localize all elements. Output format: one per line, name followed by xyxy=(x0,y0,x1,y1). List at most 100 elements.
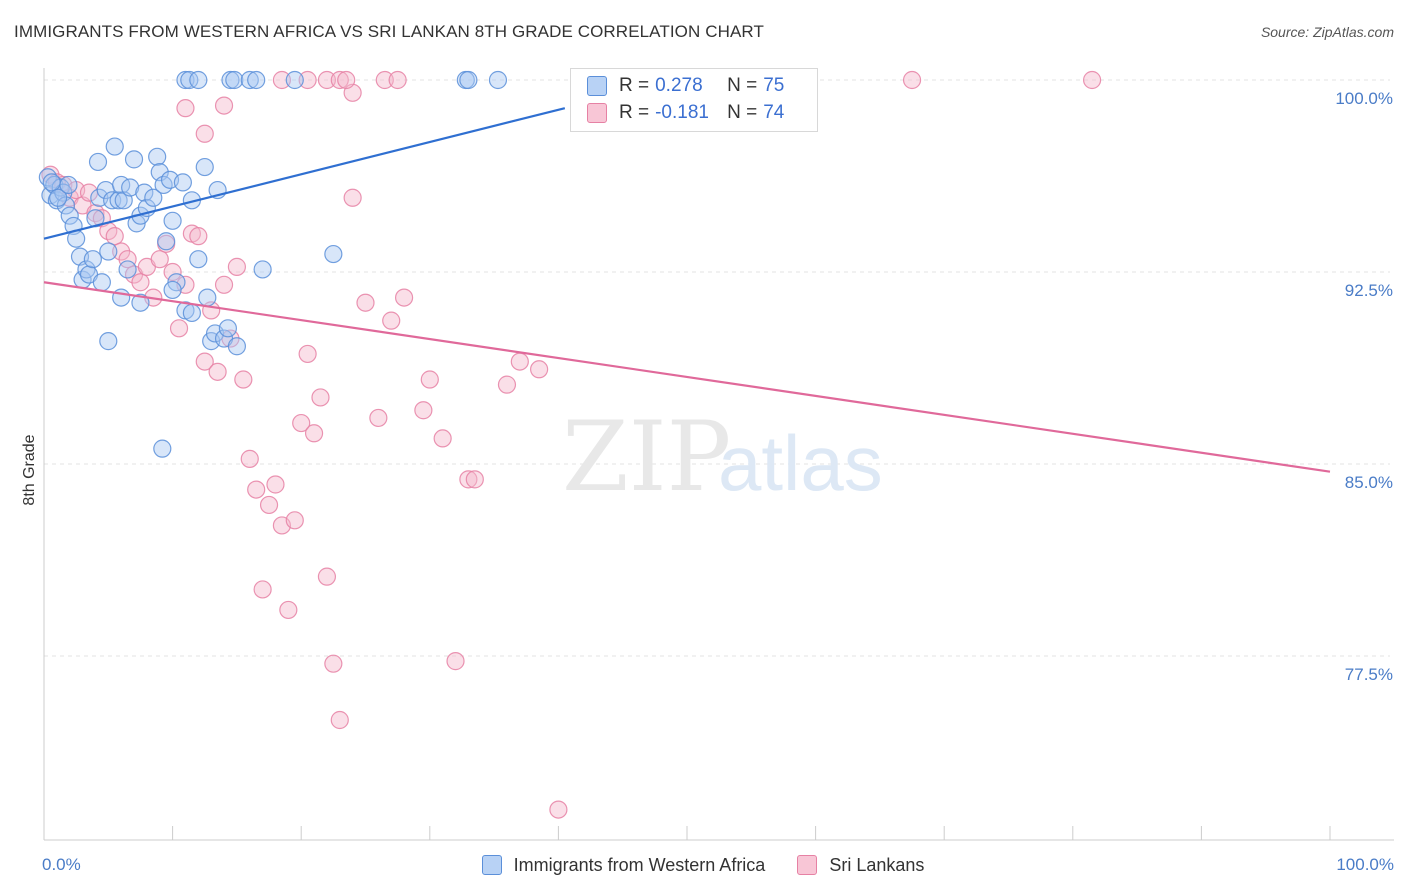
trend-line-pink xyxy=(43,281,1331,473)
scatter-point-pink xyxy=(356,293,375,312)
scatter-point-blue xyxy=(144,188,163,207)
legend-n-label: N = xyxy=(727,75,758,96)
scatter-point-pink xyxy=(330,70,349,90)
scatter-point-blue xyxy=(195,157,214,177)
y-axis-label: 8th Grade xyxy=(21,434,38,505)
scatter-point-blue xyxy=(121,178,140,197)
scatter-point-pink xyxy=(317,567,337,586)
scatter-point-pink xyxy=(150,250,169,269)
legend-n-value: 75 xyxy=(763,75,785,96)
scatter-point-blue xyxy=(99,332,118,351)
scatter-point-blue xyxy=(247,70,266,90)
scatter-point-blue xyxy=(83,250,102,269)
scatter-point-pink xyxy=(343,188,362,207)
scatter-point-pink xyxy=(131,273,150,292)
legend-n-label: N = xyxy=(727,102,758,123)
scatter-point-pink xyxy=(163,262,182,282)
scatter-point-pink xyxy=(510,352,529,371)
scatter-point-blue xyxy=(324,244,343,264)
watermark-atlas: atlas xyxy=(718,419,883,507)
legend-label: Immigrants from Western Africa xyxy=(513,854,766,875)
legend-swatch-blue xyxy=(481,855,502,875)
scatter-point-blue xyxy=(189,70,208,90)
gridlines xyxy=(44,79,1390,657)
scatter-point-blue xyxy=(163,211,182,230)
scatter-point-pink xyxy=(214,275,234,294)
scatter-point-blue xyxy=(99,242,118,261)
scatter-point-pink xyxy=(375,70,394,90)
scatter-point-blue xyxy=(88,152,108,172)
scatter-point-blue xyxy=(59,175,78,195)
watermark-zip: ZIP xyxy=(562,401,731,513)
scatter-point-pink xyxy=(369,408,388,428)
scatter-point-blue xyxy=(198,288,217,307)
x-tick-labels: 0.0% 100.0% xyxy=(42,855,1394,874)
y-tick-label: 100.0% xyxy=(1335,89,1393,108)
scatter-point-blue xyxy=(109,191,128,210)
scatter-point-pink xyxy=(253,580,272,599)
scatter-point-pink xyxy=(227,257,246,276)
trend-lines xyxy=(43,107,1331,473)
scatter-point-pink xyxy=(433,429,452,448)
source-credit: Source: ZipAtlas.com xyxy=(1260,24,1394,40)
legend-item-western-africa[interactable]: Immigrants from Western Africa xyxy=(481,854,766,876)
y-tick-labels: 100.0% 92.5% 85.0% 77.5% xyxy=(1335,89,1393,684)
scatter-point-pink xyxy=(382,311,401,330)
scatter-point-blue xyxy=(92,273,111,292)
scatter-point-blue xyxy=(488,70,508,90)
scatter-point-pink xyxy=(459,470,478,489)
legend-label: Sri Lankans xyxy=(829,854,925,875)
scatter-point-blue xyxy=(182,303,201,323)
scatter-point-blue xyxy=(218,319,237,338)
legend-r-label: R = xyxy=(619,102,650,123)
scatter-point-blue xyxy=(124,150,144,169)
scatter-point-blue xyxy=(176,70,195,90)
legend-n-value: 74 xyxy=(763,102,785,123)
legend-swatch-pink xyxy=(797,855,818,875)
scatter-point-pink xyxy=(240,449,259,468)
chart-title: IMMIGRANTS FROM WESTERN AFRICA VS SRI LA… xyxy=(14,22,764,41)
legend-r-value: 0.278 xyxy=(655,75,703,96)
scatter-point-pink xyxy=(446,652,465,671)
legend-row-pink: R = -0.181 N = 74 xyxy=(587,100,784,126)
y-tick-label: 77.5% xyxy=(1345,665,1393,684)
scatter-point-pink xyxy=(214,96,234,115)
scatter-point-pink xyxy=(247,480,266,499)
scatter-point-blue xyxy=(131,293,150,312)
scatter-point-pink xyxy=(298,70,317,90)
scatter-point-blue xyxy=(459,70,478,90)
scatter-point-blue xyxy=(227,337,246,356)
scatter-point-blue xyxy=(105,137,124,156)
legend-row-blue: R = 0.278 N = 75 xyxy=(587,73,784,99)
scatter-point-blue xyxy=(135,183,154,202)
scatter-point-pink xyxy=(388,70,407,90)
series-legend: Immigrants from Western Africa Sri Lanka… xyxy=(0,852,1406,878)
scatter-point-pink xyxy=(1082,70,1102,90)
scatter-point-blue xyxy=(60,206,79,225)
scatter-point-pink xyxy=(324,654,343,673)
scatter-point-pink xyxy=(311,388,330,407)
scatter-point-pink xyxy=(195,352,214,371)
scatter-point-blue xyxy=(253,260,272,279)
scatter-point-pink xyxy=(465,470,484,489)
scatter-point-pink xyxy=(298,344,317,364)
scatter-point-pink xyxy=(272,70,292,90)
scatter-point-blue xyxy=(42,173,61,192)
scatter-point-blue xyxy=(285,70,304,90)
legend-item-sri-lankans[interactable]: Sri Lankans xyxy=(797,855,924,876)
x-tick-label: 0.0% xyxy=(42,855,81,874)
axes xyxy=(43,68,1394,841)
scatter-point-pink xyxy=(292,413,311,433)
scatter-point-blue xyxy=(118,260,137,279)
legend-r-label: R = xyxy=(619,75,650,96)
scatter-point-pink xyxy=(420,370,439,389)
x-tick-label: 100.0% xyxy=(1336,855,1394,874)
scatter-point-pink xyxy=(208,362,227,381)
scatter-point-pink xyxy=(902,70,922,90)
scatter-point-blue xyxy=(189,250,208,269)
scatter-point-pink xyxy=(304,424,324,443)
scatter-point-blue xyxy=(225,70,244,90)
watermark: ZIP atlas xyxy=(562,401,883,513)
legend-swatch-blue xyxy=(587,76,607,96)
